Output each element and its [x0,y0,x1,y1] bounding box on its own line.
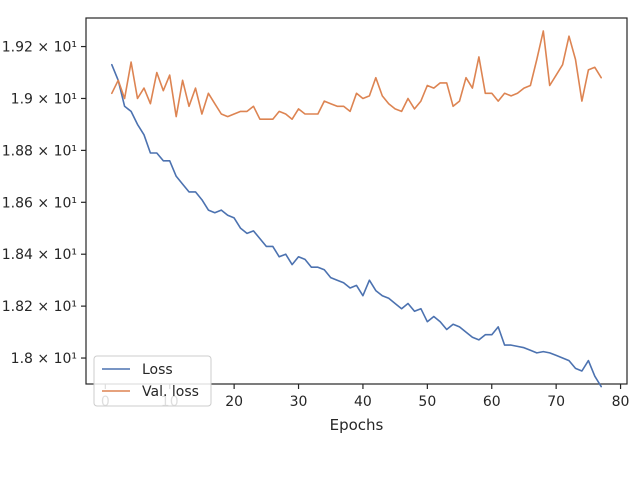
x-tick-label: 40 [354,394,372,410]
x-tick-label: 20 [225,394,243,410]
plot-frame [85,17,628,385]
y-tick-label: 1.88 × 10¹ [2,143,77,159]
series-line-loss [111,63,603,388]
y-tick-label: 1.82 × 10¹ [2,299,77,315]
y-tick-label: 1.84 × 10¹ [2,247,77,263]
series-line-val-loss [111,30,603,120]
x-tick-label: 50 [418,394,436,410]
x-tick-label: 30 [290,394,308,410]
legend-label: Loss [142,362,173,378]
x-axis-title: Epochs [330,416,384,434]
y-tick-label: 1.92 × 10¹ [2,40,77,56]
x-tick-label: 80 [612,394,630,410]
x-tick-label: 70 [547,394,565,410]
y-tick-label: 1.8 × 10¹ [11,351,77,367]
x-tick-label: 60 [483,394,501,410]
legend: Loss Val. loss [93,355,212,407]
y-tick-label: 1.9 × 10¹ [11,91,77,107]
legend-label: Val. loss [142,384,199,400]
plot-area [85,17,628,388]
y-tick-label: 1.86 × 10¹ [2,195,77,211]
series-layer [111,30,603,388]
y-axis: 1.8 × 10¹ 1.82 × 10¹ 1.84 × 10¹ 1.86 × 10¹ 1… [2,40,86,367]
